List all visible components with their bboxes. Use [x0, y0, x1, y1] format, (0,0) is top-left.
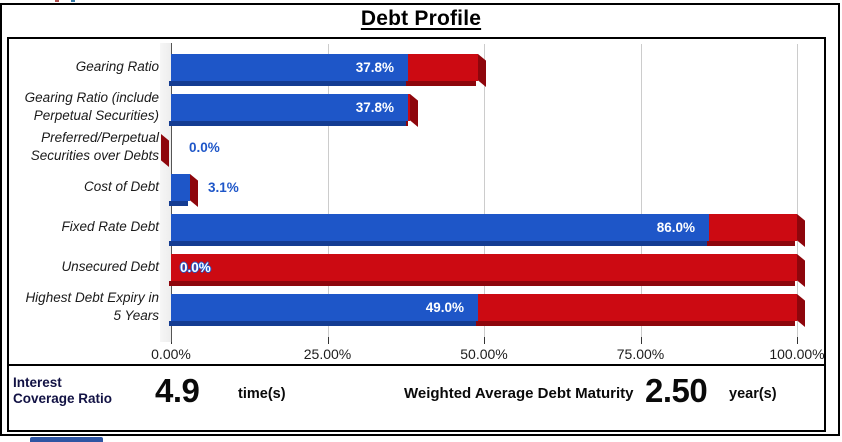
bar-shadow-red	[169, 281, 795, 286]
bar-value-label: 86.0%	[656, 220, 695, 235]
category-label-line: Highest Debt Expiry in	[25, 290, 159, 305]
gridline-25	[327, 44, 329, 339]
bar-segment-blue	[171, 294, 478, 321]
chart-title: Debt Profile	[360, 7, 482, 30]
category-label-line: Gearing Ratio (include	[24, 90, 159, 105]
x-axis-tick-50	[484, 337, 485, 344]
category-label-line: Securities over Debts	[30, 148, 159, 163]
interest-coverage-ratio-unit: time(s)	[238, 386, 286, 402]
x-axis-tick-25	[327, 337, 329, 344]
icr-label-line1: Interest	[13, 375, 62, 390]
interest-coverage-ratio-label: Interest Coverage Ratio	[13, 375, 112, 407]
bar-shadow-blue	[169, 121, 406, 126]
bar-value-label: 37.8%	[355, 60, 394, 75]
category-label-line: Unsecured Debt	[61, 259, 159, 274]
bar-end-cap	[797, 294, 805, 327]
bar-shadow-red	[406, 121, 408, 126]
bar-segment-red	[478, 294, 797, 321]
bar-shadow-blue	[169, 241, 707, 246]
category-label-line: Gearing Ratio	[75, 59, 159, 74]
bar-segment-red	[171, 254, 797, 281]
x-axis-tick-100	[797, 337, 798, 344]
category-label: Unsecured Debt	[9, 258, 159, 276]
category-label-line: Perpetual Securities)	[33, 108, 159, 123]
icr-label-line2: Coverage Ratio	[13, 391, 113, 406]
bar-shadow-red	[406, 81, 476, 86]
bar-end-cap	[478, 54, 486, 87]
weighted-avg-debt-maturity-value: 2.50	[645, 372, 708, 409]
x-axis-tick-label: 50.00%	[460, 346, 508, 362]
chart-3d-axis-wall	[160, 43, 171, 342]
bar-segment-red	[408, 54, 478, 81]
gridline-100	[797, 44, 798, 339]
bar-shadow-blue	[169, 81, 406, 86]
x-axis-tick-label: 25.00%	[303, 346, 352, 362]
bar-value-label: 49.0%	[425, 300, 464, 315]
bar-end-cap	[797, 214, 805, 247]
bar-value-label: 3.1%	[208, 180, 239, 195]
category-label-line: 5 Years	[113, 308, 159, 323]
gridline-50	[484, 44, 485, 339]
category-label: Gearing Ratio (include Perpetual Securiti…	[9, 89, 159, 125]
bar-value-label: 0.0%	[189, 140, 220, 155]
chart-plot: 0.00% 25.00% 50.00% 75.00% 100.00% 37.8% Geari…	[9, 39, 825, 364]
gridline-75	[640, 44, 642, 339]
bar-value-label: 0.0%	[180, 260, 211, 275]
bar-end-cap	[190, 174, 198, 207]
bar-shadow-blue	[169, 321, 476, 326]
category-label: Gearing Ratio	[9, 58, 159, 76]
cropped-content-speck-right	[71, 0, 75, 2]
bar-shadow-red	[476, 321, 795, 326]
bar-end-cap	[410, 94, 418, 127]
cropped-content-speck-left	[55, 0, 59, 2]
weighted-avg-debt-maturity-unit: year(s)	[729, 386, 777, 402]
x-axis-tick-label: 75.00%	[616, 346, 665, 362]
category-label-line: Cost of Debt	[83, 179, 159, 194]
bar-shadow-blue	[169, 201, 188, 206]
bar-segment-blue	[171, 54, 408, 81]
bar-segment-blue	[171, 94, 408, 121]
stats-panel: Interest Coverage Ratio 4.9 time(s) Weig…	[7, 366, 826, 432]
category-label-line: Preferred/Perpetual	[41, 130, 159, 145]
x-axis-tick-75	[640, 337, 642, 344]
interest-coverage-ratio-value: 4.9	[155, 372, 200, 409]
chart-container: 0.00% 25.00% 50.00% 75.00% 100.00% 37.8% Geari…	[7, 37, 826, 366]
category-label: Fixed Rate Debt	[9, 218, 159, 236]
bar-end-cap	[797, 254, 805, 287]
category-label: Preferred/Perpetual Securities over Debts	[9, 129, 159, 165]
x-axis-tick-label: 0.00%	[151, 346, 191, 362]
bar-segment-blue	[171, 214, 709, 241]
bar-segment-blue	[171, 174, 190, 201]
bar-value-label: 37.8%	[355, 100, 394, 115]
category-label: Cost of Debt	[9, 178, 159, 196]
bar-shadow-red	[707, 241, 795, 246]
bar-end-cap	[161, 134, 169, 167]
category-label-line: Fixed Rate Debt	[61, 219, 159, 234]
weighted-avg-debt-maturity-label: Weighted Average Debt Maturity	[404, 385, 634, 402]
bar-segment-red	[408, 94, 410, 121]
x-axis-tick-label: 100.00%	[769, 346, 825, 362]
bar-segment-red	[709, 214, 797, 241]
cropped-next-section-strip	[30, 437, 103, 442]
category-label: Highest Debt Expiry in 5 Years	[9, 289, 159, 325]
